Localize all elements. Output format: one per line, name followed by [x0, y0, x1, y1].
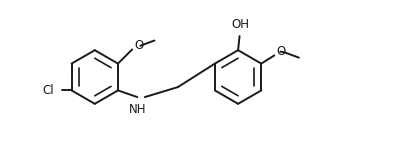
Text: Cl: Cl	[43, 84, 55, 97]
Text: NH: NH	[129, 103, 146, 116]
Text: O: O	[277, 45, 286, 58]
Text: OH: OH	[231, 18, 249, 31]
Text: O: O	[135, 39, 144, 52]
